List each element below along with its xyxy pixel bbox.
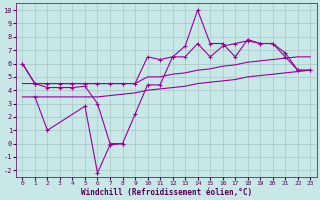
X-axis label: Windchill (Refroidissement éolien,°C): Windchill (Refroidissement éolien,°C) bbox=[81, 188, 252, 197]
